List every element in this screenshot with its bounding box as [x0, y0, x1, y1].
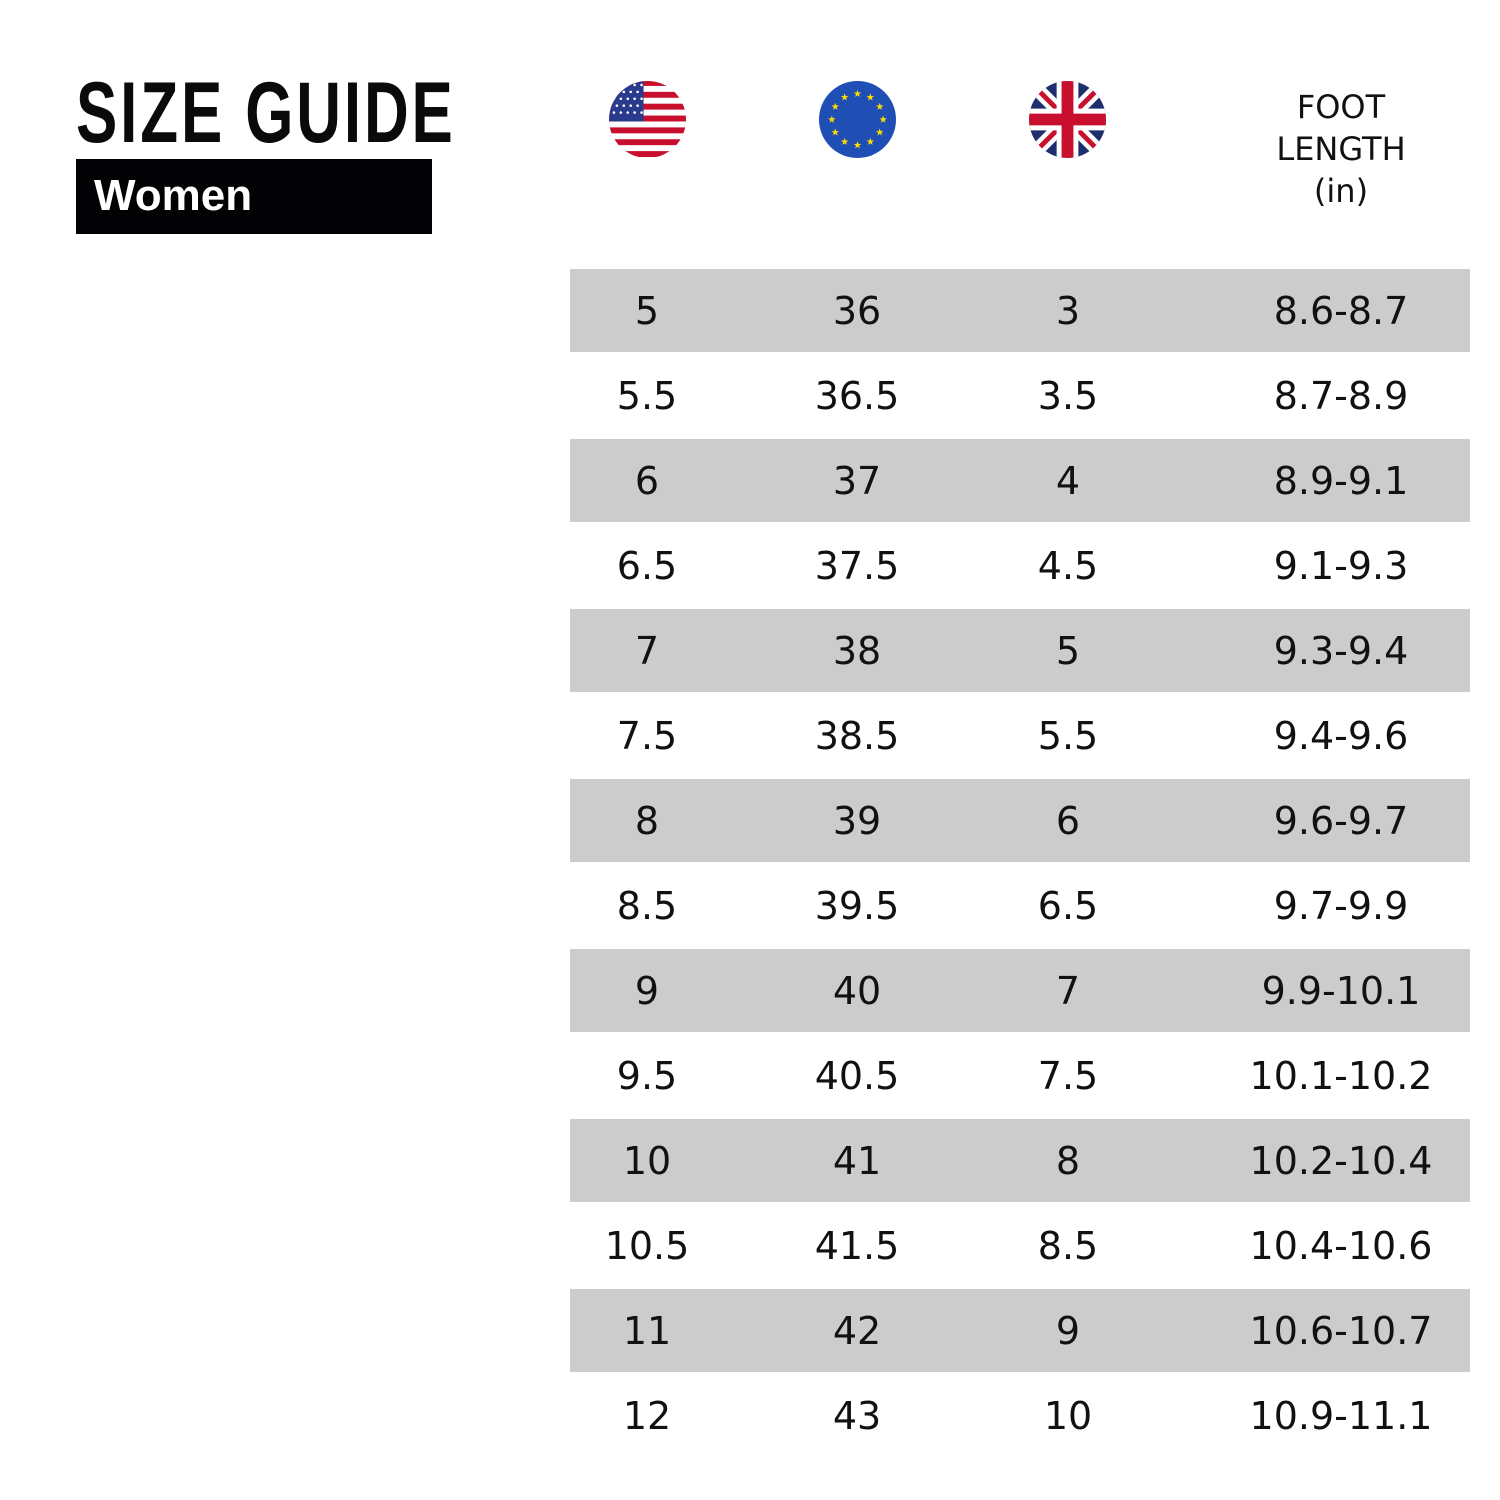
eu-size-cell: 39 [832, 799, 882, 843]
foot-length-cell: 9.6-9.7 [1273, 799, 1409, 843]
foot-length-cell: 8.9-9.1 [1273, 459, 1409, 503]
eu-size-cell: 39.5 [814, 884, 900, 928]
us-size-cell: 6 [634, 459, 660, 503]
table-row: 10.5 41.5 8.5 10.4-10.6 [570, 1204, 1470, 1289]
us-size-cell: 9.5 [616, 1054, 678, 1098]
foot-length-cell: 9.9-10.1 [1261, 969, 1421, 1013]
eu-size-cell: 37.5 [814, 544, 900, 588]
uk-size-cell: 4 [1055, 459, 1081, 503]
size-table: 5 36 3 8.6-8.7 5.5 36.5 3.5 8.7-8.9 6 37 4 8.9-9.1 6… [570, 269, 1470, 1459]
star-icon [840, 137, 849, 145]
uk-size-cell: 8.5 [1037, 1224, 1099, 1268]
table-row: 9.5 40.5 7.5 10.1-10.2 [570, 1034, 1470, 1119]
eu-size-cell: 42 [832, 1309, 882, 1353]
eu-size-cell: 37 [832, 459, 882, 503]
foot-length-header-line: (in) [1313, 172, 1369, 210]
table-row: 12 43 10 10.9-11.1 [570, 1374, 1470, 1459]
foot-length-cell: 10.4-10.6 [1249, 1224, 1433, 1268]
foot-length-cell: 9.1-9.3 [1273, 544, 1409, 588]
foot-length-cell: 10.6-10.7 [1249, 1309, 1433, 1353]
table-row: 11 42 9 10.6-10.7 [570, 1289, 1470, 1374]
foot-length-cell: 10.1-10.2 [1249, 1054, 1433, 1098]
foot-length-cell: 10.9-11.1 [1249, 1394, 1433, 1438]
foot-length-cell: 8.6-8.7 [1273, 289, 1409, 333]
uk-size-cell: 9 [1055, 1309, 1081, 1353]
category-label: Women [94, 171, 253, 220]
eu-size-cell: 43 [832, 1394, 882, 1438]
uk-size-cell: 5.5 [1037, 714, 1099, 758]
star-icon [853, 89, 862, 98]
eu-size-cell: 40.5 [814, 1054, 900, 1098]
us-size-cell: 12 [622, 1394, 672, 1438]
page-title: SIZE GUIDE [76, 65, 456, 161]
eu-size-cell: 38 [832, 629, 882, 673]
category-badge: Women [76, 159, 432, 234]
eu-size-cell: 41.5 [814, 1224, 900, 1268]
table-row: 7 38 5 9.3-9.4 [570, 609, 1470, 694]
us-size-cell: 7 [634, 629, 660, 673]
eu-size-cell: 36.5 [814, 374, 900, 418]
uk-size-cell: 10 [1043, 1394, 1093, 1438]
star-icon [866, 93, 875, 101]
star-icon [840, 93, 849, 101]
table-row: 8.5 39.5 6.5 9.7-9.9 [570, 864, 1470, 949]
star-icon [879, 115, 887, 123]
star-icon [831, 102, 840, 110]
us-size-cell: 10 [622, 1139, 672, 1183]
uk-size-cell: 5 [1055, 629, 1081, 673]
us-size-cell: 8.5 [616, 884, 678, 928]
us-size-cell: 5.5 [616, 374, 678, 418]
eu-size-cell: 40 [832, 969, 882, 1013]
uk-size-cell: 6 [1055, 799, 1081, 843]
uk-flag-icon [1028, 80, 1107, 159]
foot-length-cell: 9.3-9.4 [1273, 629, 1409, 673]
us-size-cell: 6.5 [616, 544, 678, 588]
star-icon [828, 115, 836, 123]
uk-size-cell: 4.5 [1037, 544, 1099, 588]
table-row: 9 40 7 9.9-10.1 [570, 949, 1470, 1034]
star-icon [866, 137, 875, 145]
eu-size-cell: 41 [832, 1139, 882, 1183]
eu-size-cell: 36 [832, 289, 882, 333]
foot-length-cell: 10.2-10.4 [1249, 1139, 1433, 1183]
uk-size-cell: 6.5 [1037, 884, 1099, 928]
foot-length-header: FOOT LENGTH (in) [1241, 86, 1441, 212]
table-row: 6 37 4 8.9-9.1 [570, 439, 1470, 524]
uk-size-cell: 3 [1055, 289, 1081, 333]
eu-flag-icon [818, 80, 897, 159]
eu-size-cell: 38.5 [814, 714, 900, 758]
table-row: 5 36 3 8.6-8.7 [570, 269, 1470, 354]
star-icon [875, 102, 884, 110]
us-size-cell: 8 [634, 799, 660, 843]
foot-length-cell: 8.7-8.9 [1273, 374, 1409, 418]
us-size-cell: 10.5 [604, 1224, 690, 1268]
table-row: 8 39 6 9.6-9.7 [570, 779, 1470, 864]
star-icon [831, 128, 840, 136]
uk-size-cell: 3.5 [1037, 374, 1099, 418]
uk-size-cell: 7.5 [1037, 1054, 1099, 1098]
table-row: 6.5 37.5 4.5 9.1-9.3 [570, 524, 1470, 609]
star-icon [875, 128, 884, 136]
foot-length-header-line: LENGTH [1276, 130, 1406, 168]
uk-size-cell: 8 [1055, 1139, 1081, 1183]
us-flag-icon [608, 80, 687, 159]
uk-size-cell: 7 [1055, 969, 1081, 1013]
foot-length-header-line: FOOT [1296, 88, 1386, 126]
us-size-cell: 9 [634, 969, 660, 1013]
star-icon [853, 141, 862, 149]
us-size-cell: 7.5 [616, 714, 678, 758]
us-size-cell: 5 [634, 289, 660, 333]
foot-length-cell: 9.4-9.6 [1273, 714, 1409, 758]
us-size-cell: 11 [622, 1309, 672, 1353]
table-row: 5.5 36.5 3.5 8.7-8.9 [570, 354, 1470, 439]
table-row: 10 41 8 10.2-10.4 [570, 1119, 1470, 1204]
table-row: 7.5 38.5 5.5 9.4-9.6 [570, 694, 1470, 779]
foot-length-cell: 9.7-9.9 [1273, 884, 1409, 928]
